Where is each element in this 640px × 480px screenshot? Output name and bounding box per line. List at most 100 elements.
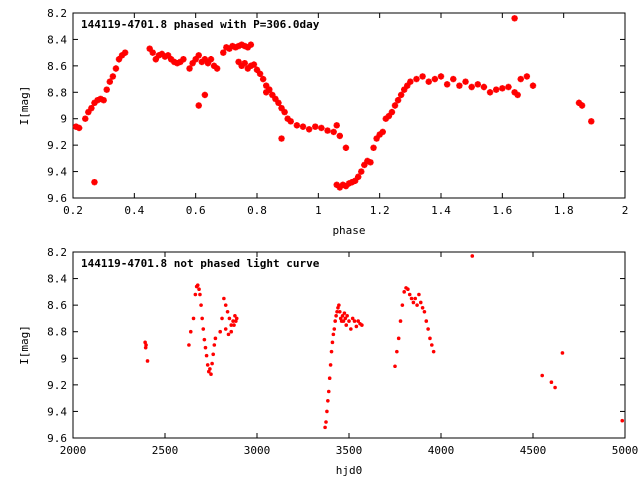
x-tick-label: 2500 (152, 444, 179, 457)
data-point (344, 323, 349, 327)
data-point (456, 82, 463, 89)
data-point (370, 144, 377, 151)
data-point (82, 115, 89, 122)
data-point (235, 58, 242, 66)
data-point (578, 102, 586, 109)
data-point (226, 332, 231, 337)
data-point (424, 319, 429, 323)
data-point (177, 58, 184, 66)
data-point (75, 124, 83, 132)
y-tick-label: 8.6 (47, 299, 67, 312)
data-point (505, 83, 512, 91)
data-point (388, 108, 396, 116)
data-point (379, 128, 386, 136)
data-point (225, 309, 230, 314)
data-point (474, 81, 481, 88)
data-point (180, 56, 187, 63)
y-tick-label: 8.6 (47, 60, 67, 73)
data-point (213, 336, 218, 341)
data-point (146, 45, 153, 52)
data-point (511, 15, 518, 22)
data-point (331, 332, 336, 337)
data-point (85, 108, 92, 116)
x-tick-label: 1.8 (554, 204, 574, 217)
data-point (486, 89, 494, 96)
data-point (338, 309, 342, 314)
data-point (411, 300, 416, 305)
data-point (324, 420, 328, 424)
data-point (549, 380, 554, 385)
data-point (340, 313, 345, 318)
data-point (356, 319, 361, 323)
data-point (233, 313, 237, 318)
y-tick-label: 9.6 (47, 432, 67, 445)
data-point (201, 56, 209, 63)
x-tick-label: 5000 (612, 444, 639, 457)
data-point (425, 78, 432, 85)
x-tick-label: 3500 (336, 444, 363, 457)
data-point (431, 349, 436, 354)
y-tick-label: 9.4 (47, 405, 67, 418)
x-tick-label: 1.4 (431, 204, 451, 217)
y-tick-label: 8.2 (47, 7, 67, 20)
data-point (415, 303, 419, 307)
data-point (517, 75, 524, 83)
data-point (213, 65, 221, 72)
data-point (342, 144, 350, 151)
data-point (343, 316, 348, 321)
data-point (529, 82, 537, 89)
data-point (376, 131, 383, 138)
data-point (232, 323, 236, 327)
data-point (332, 327, 337, 331)
data-point (287, 118, 294, 125)
data-point (278, 104, 285, 112)
data-point (367, 159, 374, 166)
data-point (470, 254, 475, 258)
x-tick-label: 4000 (428, 444, 455, 457)
data-point (620, 418, 625, 423)
data-point (428, 336, 432, 341)
y-axis-label: I[mag] (18, 325, 31, 365)
data-point (199, 303, 203, 307)
data-point (197, 287, 201, 292)
data-point (195, 283, 200, 288)
data-point (204, 60, 212, 67)
data-point (238, 41, 245, 48)
data-point (523, 73, 531, 80)
data-point (407, 78, 414, 85)
data-point (468, 83, 475, 91)
data-point (413, 296, 418, 301)
data-point (109, 73, 117, 80)
data-point (330, 128, 337, 136)
data-point (238, 62, 245, 70)
data-point (149, 49, 156, 56)
data-point (195, 52, 202, 59)
data-point (361, 161, 368, 169)
data-point (231, 319, 235, 323)
data-point (339, 181, 347, 188)
data-point (189, 60, 196, 67)
phased-light-curve-panel: 0.2 0.4 0.6 0.8 1 1.2 1.4 1.6 1.8 2 8.2 8.4 8.6 8.8 9 9… (18, 7, 628, 237)
data-point (514, 91, 521, 99)
data-point (220, 49, 227, 56)
x-axis-label: phase (332, 224, 365, 237)
data-point (115, 56, 123, 63)
data-point (118, 52, 126, 59)
data-point (241, 60, 248, 67)
plot-frame (72, 251, 626, 439)
data-point (121, 49, 129, 56)
data-point (382, 115, 389, 122)
data-point (229, 323, 234, 327)
data-point (266, 86, 273, 93)
data-point (299, 123, 307, 130)
data-point (393, 364, 397, 369)
data-point (247, 41, 255, 48)
data-point (450, 75, 457, 83)
data-point (422, 309, 427, 314)
data-point (227, 316, 232, 321)
y-tick-label: 9.2 (47, 139, 67, 152)
panel-title: 144119-4701.8 phased with P=306.0day (81, 18, 320, 31)
data-point (269, 91, 276, 99)
data-point (208, 367, 212, 371)
